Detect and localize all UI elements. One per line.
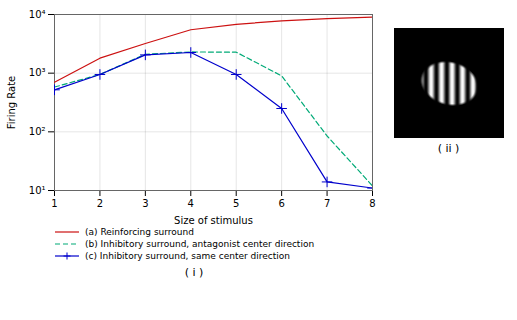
svg-text:Size of stimulus: Size of stimulus [174,215,253,226]
svg-text:1: 1 [51,198,57,209]
svg-text:8: 8 [369,198,375,209]
svg-text:10³: 10³ [29,67,46,78]
html-text:( ii ): ( ii ) [437,142,460,155]
svg-text:10⁴: 10⁴ [29,9,46,20]
html-text:( i ): ( i ) [184,266,204,279]
svg-text:3: 3 [142,198,148,209]
svg-text:5: 5 [233,198,239,209]
svg-text:10²: 10² [29,126,46,137]
svg-text:6: 6 [278,198,284,209]
html-text:(b) Inhibitory surround, antag: (b) Inhibitory surround, antagonist cent… [85,239,315,249]
svg-text:4: 4 [188,198,194,209]
html-text:(c) Inhibitory surround, same: (c) Inhibitory surround, same center dir… [85,251,290,261]
svg-text:2: 2 [97,198,103,209]
html-text:(a) Reinforcing surround: (a) Reinforcing surround [85,227,194,237]
svg-text:7: 7 [324,198,330,209]
svg-text:10¹: 10¹ [29,185,46,196]
svg-text:Firing Rate: Firing Rate [6,76,17,130]
